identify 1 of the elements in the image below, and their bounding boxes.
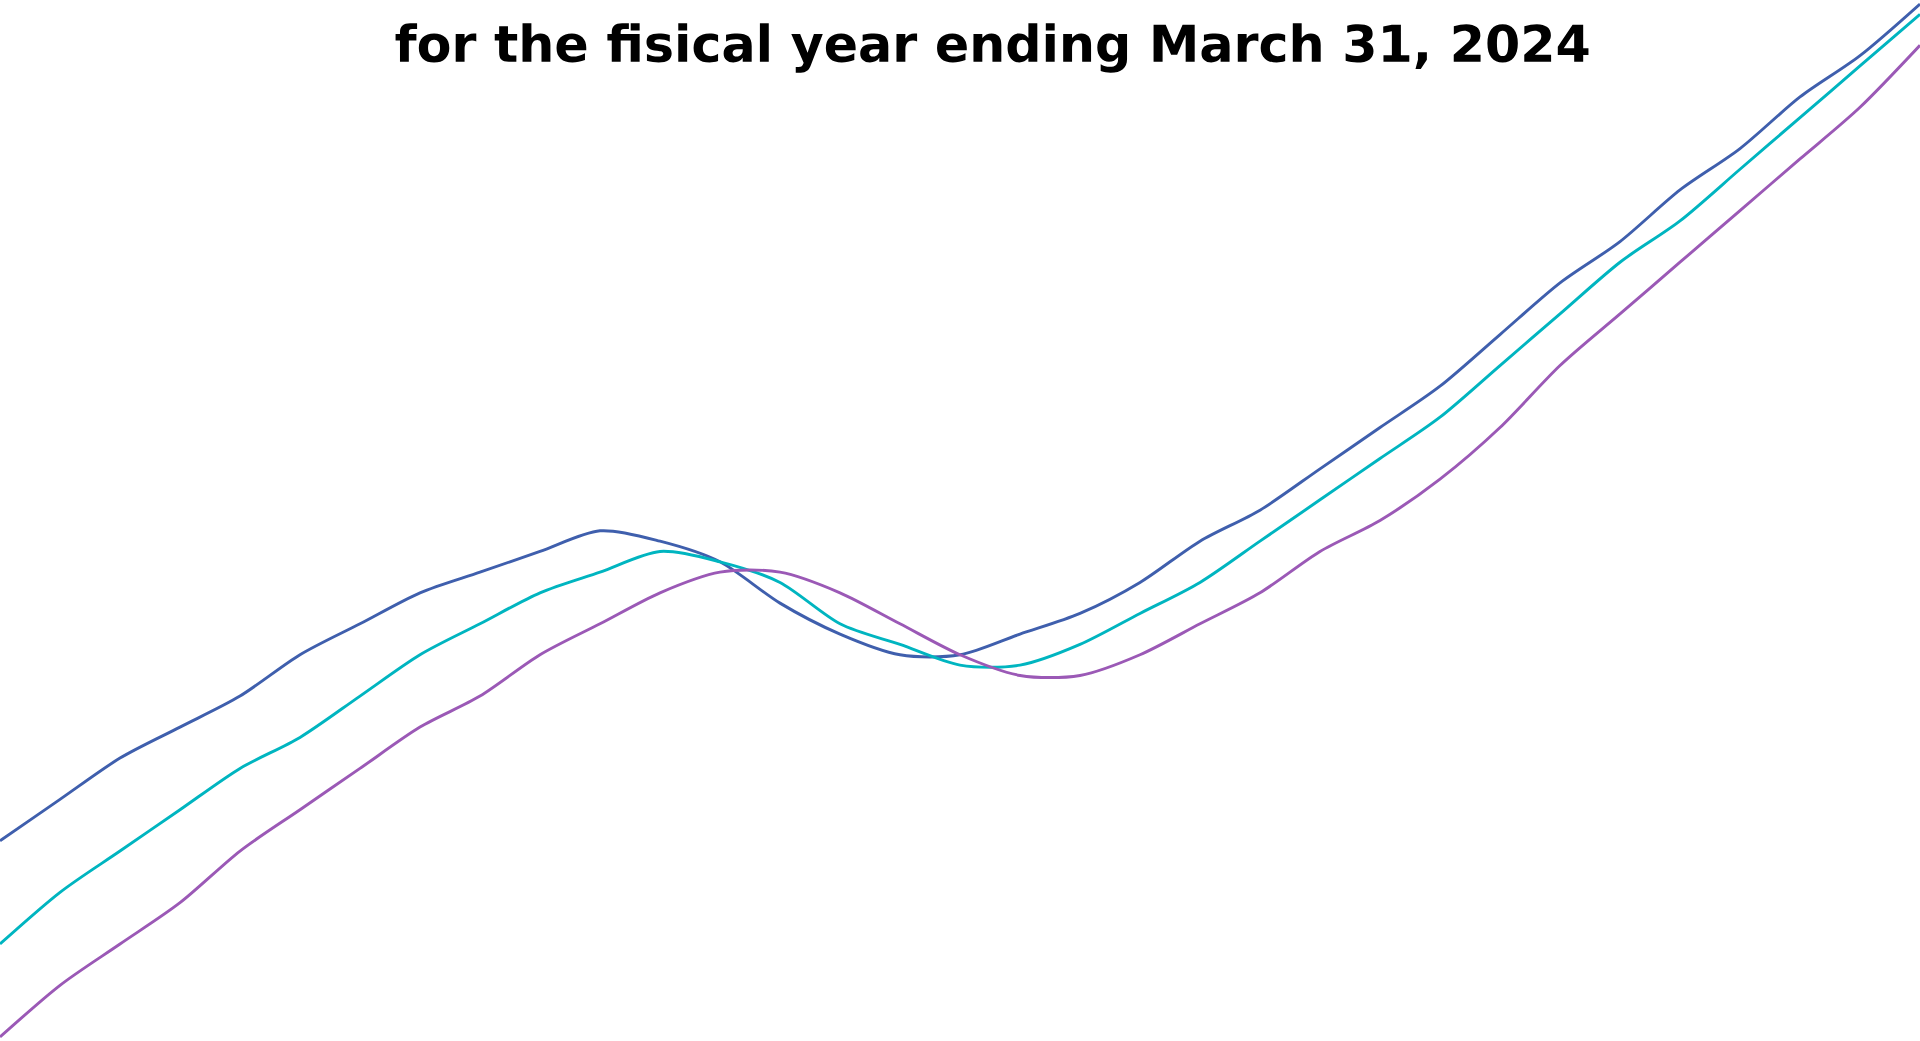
chart-title: for the fisical year ending March 31, 2024: [395, 23, 1589, 73]
